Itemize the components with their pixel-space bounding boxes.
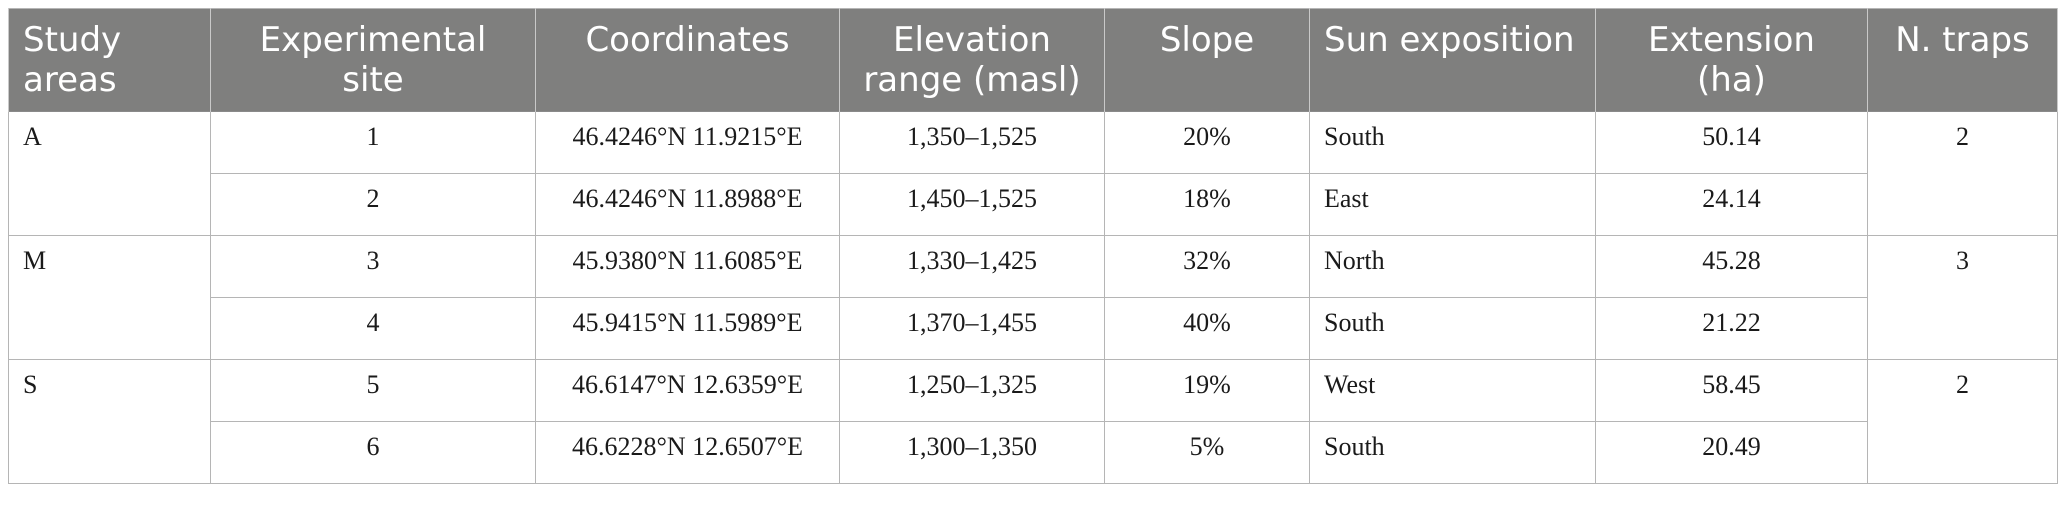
slope-cell: 18% (1104, 173, 1310, 236)
table-row: M 3 45.9380°N 11.6085°E 1,330–1,425 32% … (8, 235, 2058, 360)
header-sun-exposition: Sun exposition (1309, 8, 1596, 112)
slope-cell: 19% (1104, 359, 1310, 422)
elevation-cell: 1,450–1,525 (839, 173, 1105, 236)
traps-cell: 2 (1867, 111, 2058, 236)
sun-exposition-cell: South (1309, 111, 1596, 174)
header-experimental-site: Experimental site (210, 8, 536, 112)
table-row: 4 45.9415°N 11.5989°E 1,370–1,455 40% So… (9, 297, 2058, 360)
header-extension: Extension (ha) (1595, 8, 1868, 112)
site-cell: 3 (210, 235, 536, 298)
extension-cell: 20.49 (1595, 421, 1868, 484)
coordinates-cell: 46.4246°N 11.9215°E (535, 111, 840, 174)
extension-cell: 21.22 (1595, 297, 1868, 360)
elevation-cell: 1,250–1,325 (839, 359, 1105, 422)
header-elevation-range: Elevation range (masl) (839, 8, 1105, 112)
slope-cell: 5% (1104, 421, 1310, 484)
study-area-cell: A (8, 111, 211, 236)
elevation-cell: 1,370–1,455 (839, 297, 1105, 360)
coordinates-cell: 46.4246°N 11.8988°E (535, 173, 840, 236)
site-cell: 6 (210, 421, 536, 484)
elevation-cell: 1,350–1,525 (839, 111, 1105, 174)
header-slope: Slope (1104, 8, 1310, 112)
study-area-cell: S (8, 359, 211, 484)
table-row: S 5 46.6147°N 12.6359°E 1,250–1,325 19% … (8, 359, 2058, 484)
elevation-cell: 1,330–1,425 (839, 235, 1105, 298)
sun-exposition-cell: West (1309, 359, 1596, 422)
table-row: A 1 46.4246°N 11.9215°E 1,350–1,525 20% … (8, 111, 2058, 236)
elevation-cell: 1,300–1,350 (839, 421, 1105, 484)
extension-cell: 58.45 (1595, 359, 1868, 422)
sun-exposition-cell: South (1309, 421, 1596, 484)
study-sites-table-container: Study areas Experimental site Coordinate… (8, 8, 2058, 484)
coordinates-cell: 45.9380°N 11.6085°E (535, 235, 840, 298)
header-coordinates: Coordinates (535, 8, 840, 112)
extension-cell: 24.14 (1595, 173, 1868, 236)
coordinates-cell: 46.6228°N 12.6507°E (535, 421, 840, 484)
site-cell: 1 (210, 111, 536, 174)
coordinates-cell: 45.9415°N 11.5989°E (535, 297, 840, 360)
table-row: 6 46.6228°N 12.6507°E 1,300–1,350 5% Sou… (9, 421, 2058, 484)
study-sites-table: Study areas Experimental site Coordinate… (8, 8, 2058, 484)
table-header: Study areas Experimental site Coordinate… (8, 8, 2058, 112)
traps-cell: 3 (1867, 235, 2058, 360)
site-cell: 4 (210, 297, 536, 360)
header-n-traps: N. traps (1867, 8, 2058, 112)
coordinates-cell: 46.6147°N 12.6359°E (535, 359, 840, 422)
slope-cell: 32% (1104, 235, 1310, 298)
sun-exposition-cell: North (1309, 235, 1596, 298)
extension-cell: 45.28 (1595, 235, 1868, 298)
table-body: A 1 46.4246°N 11.9215°E 1,350–1,525 20% … (8, 111, 2058, 484)
header-row: Study areas Experimental site Coordinate… (8, 8, 2058, 112)
sun-exposition-cell: South (1309, 297, 1596, 360)
extension-cell: 50.14 (1595, 111, 1868, 174)
site-cell: 2 (210, 173, 536, 236)
slope-cell: 20% (1104, 111, 1310, 174)
slope-cell: 40% (1104, 297, 1310, 360)
sun-exposition-cell: East (1309, 173, 1596, 236)
header-study-areas: Study areas (8, 8, 211, 112)
traps-cell: 2 (1867, 359, 2058, 484)
study-area-cell: M (8, 235, 211, 360)
table-row: 2 46.4246°N 11.8988°E 1,450–1,525 18% Ea… (9, 173, 2058, 236)
site-cell: 5 (210, 359, 536, 422)
